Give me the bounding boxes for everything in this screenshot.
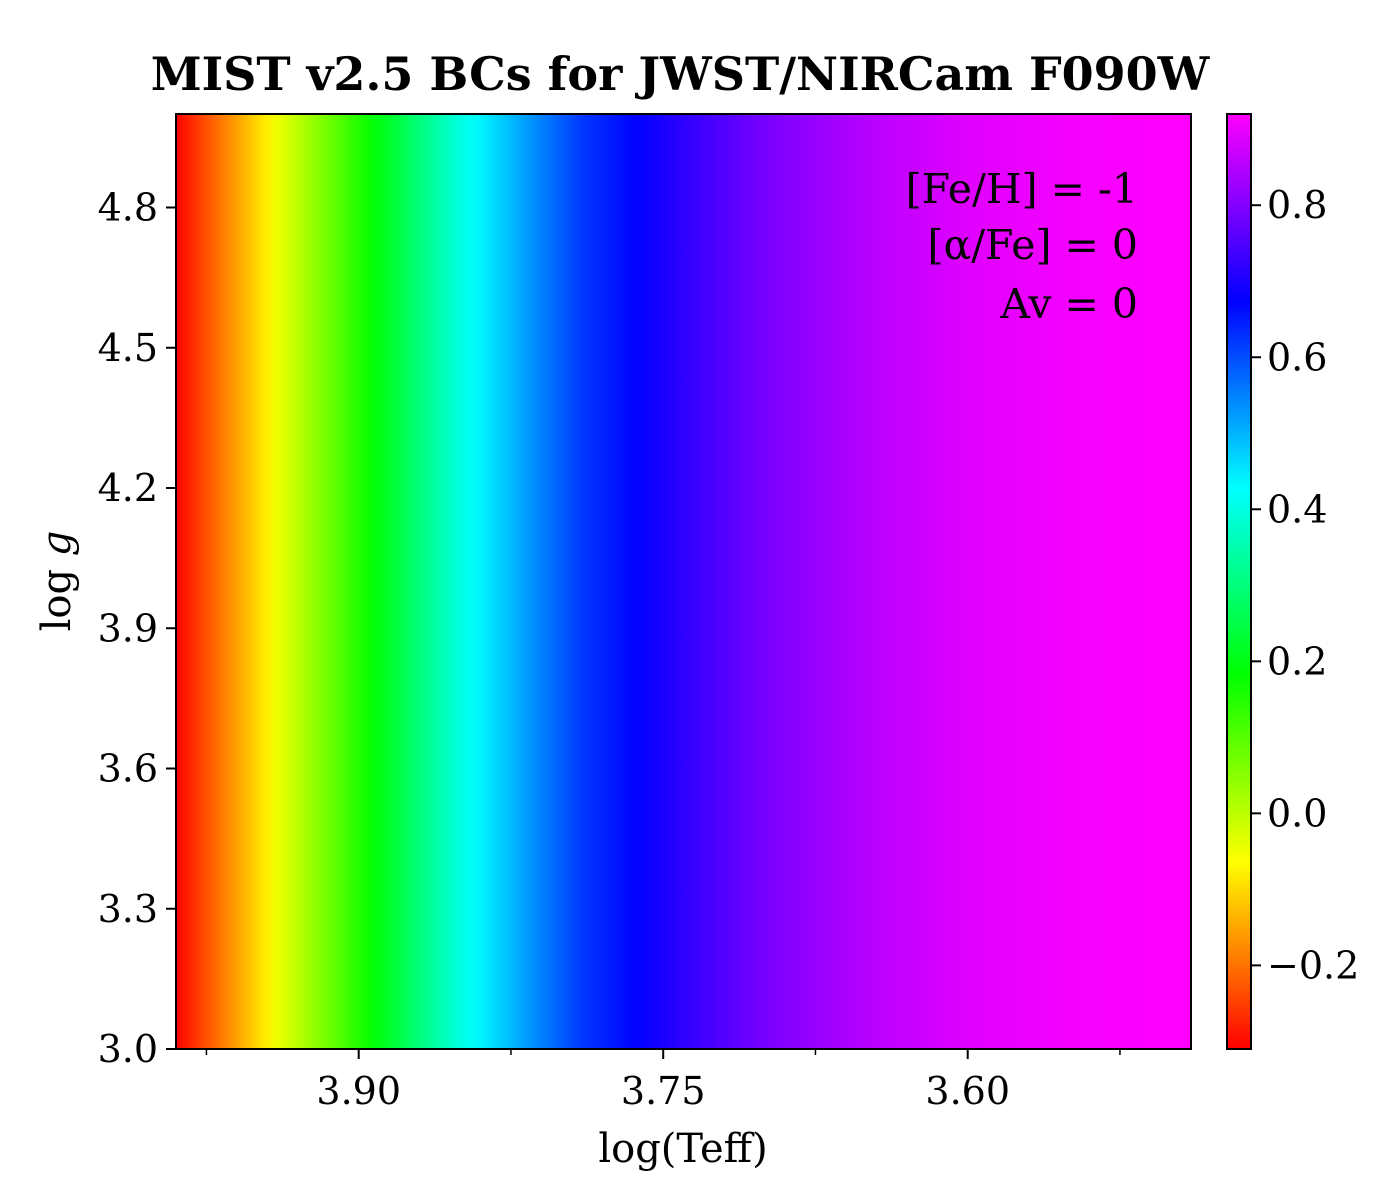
y-axis-label-prefix: log xyxy=(34,556,80,631)
colorbar-tick-label: 0.4 xyxy=(1267,487,1327,531)
y-tick-label: 3.3 xyxy=(98,887,158,931)
y-tick-label: 3.6 xyxy=(98,747,158,791)
annotation-block: [Fe/H] = -1 [α/Fe] = 0 Av = 0 xyxy=(906,165,1138,328)
x-tick-label: 3.90 xyxy=(316,1069,401,1113)
colorbar-tick-label: 0.8 xyxy=(1267,183,1327,227)
colorbar-tick-label: 0.2 xyxy=(1267,639,1327,683)
annotation-feh: [Fe/H] = -1 xyxy=(906,165,1138,213)
colorbar-tick-label: 0.0 xyxy=(1267,791,1327,835)
x-tick-label: 3.75 xyxy=(621,1069,706,1113)
x-tick-label: 3.60 xyxy=(925,1069,1010,1113)
y-tick-label: 3.9 xyxy=(98,606,158,650)
colorbar-frame xyxy=(1226,113,1252,1050)
colorbar-tick-label: 0.6 xyxy=(1267,335,1327,379)
colorbar-tick-label: −0.2 xyxy=(1267,943,1359,987)
y-axis-label-variable: g xyxy=(34,531,80,557)
colorbar-axis: −0.2 0.0 0.2 0.4 0.6 0.8 xyxy=(1251,183,1359,987)
chart-title: MIST v2.5 BCs for JWST/NIRCam F090W xyxy=(151,47,1211,101)
annotation-alpha: [α/Fe] = 0 xyxy=(928,221,1138,269)
y-tick-label: 3.0 xyxy=(98,1027,158,1071)
heatmap-area xyxy=(176,114,1191,1049)
y-tick-label: 4.5 xyxy=(98,326,158,370)
annotation-av: Av = 0 xyxy=(999,280,1138,328)
y-tick-label: 4.2 xyxy=(98,466,158,510)
colorbar xyxy=(1227,114,1251,1049)
x-axis: 3.90 3.75 3.60 xyxy=(205,1049,1121,1113)
y-tick-label: 4.8 xyxy=(98,186,158,230)
y-axis: 3.0 3.3 3.6 3.9 4.2 4.5 4.8 xyxy=(98,186,176,1071)
y-axis-label: log g xyxy=(34,531,80,632)
plot-frame xyxy=(175,113,1192,1050)
x-axis-label: log(Teff) xyxy=(598,1126,767,1172)
